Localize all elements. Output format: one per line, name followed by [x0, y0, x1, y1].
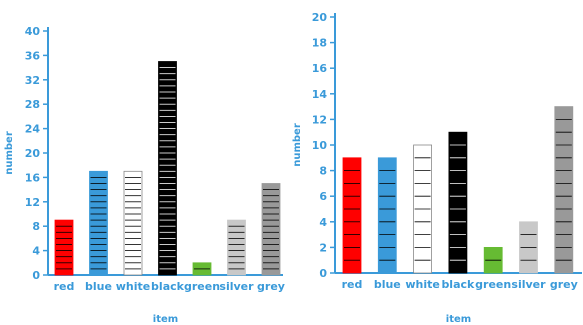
x-tick-label: blue: [374, 278, 401, 291]
x-tick-label: black: [441, 278, 475, 291]
y-tick-label: 16: [25, 171, 41, 184]
bar-black: [158, 61, 177, 276]
bar-grey: [261, 183, 281, 276]
bar-blue: [377, 157, 397, 274]
y-tick-label: 14: [312, 88, 328, 101]
bar-silver: [227, 219, 246, 276]
y-tick-label: 8: [319, 165, 327, 178]
x-tick-label: black: [151, 280, 185, 293]
y-tick-label: 18: [312, 37, 327, 50]
y-tick-label: 12: [312, 113, 327, 126]
left-bar-chart: 0 4 8 12 16 20 24 28 32 36 40 red blue white black gree…: [4, 25, 285, 325]
y-tick-label: 20: [312, 11, 328, 24]
x-tick-label: white: [116, 280, 150, 293]
x-tick-label: red: [342, 278, 363, 291]
y-tick-label: 28: [25, 98, 40, 111]
y-tick-label: 0: [32, 269, 40, 282]
bar-grey: [554, 106, 574, 274]
bar-black: [448, 131, 468, 274]
bar-white: [123, 170, 143, 276]
x-tick-label: green: [475, 278, 511, 291]
x-tick-label: green: [184, 280, 220, 293]
y-tick-label: 4: [319, 216, 327, 229]
y-tick-label: 8: [32, 220, 40, 233]
x-tick-label: grey: [257, 280, 285, 293]
x-tick-label: white: [405, 278, 439, 291]
y-tick-label: 36: [25, 49, 41, 62]
y-tick-label: 10: [312, 139, 328, 152]
x-axis-title: item: [446, 314, 471, 325]
y-tick-label: 16: [312, 62, 328, 75]
x-tick-label: red: [54, 280, 75, 293]
bar-blue: [89, 170, 108, 276]
bar-red: [54, 219, 74, 276]
y-tick-label: 20: [25, 147, 41, 160]
y-tick-label: 2: [319, 241, 327, 254]
y-tick-label: 6: [319, 190, 327, 203]
y-tick-label: 24: [25, 123, 41, 136]
x-tick-label: silver: [511, 278, 546, 291]
x-tick-label: silver: [219, 280, 254, 293]
x-tick-label: grey: [550, 278, 578, 291]
y-tick-label: 0: [319, 267, 327, 280]
y-tick-label: 12: [25, 196, 40, 209]
y-tick-label: 40: [25, 25, 41, 38]
bar-red: [342, 157, 362, 274]
x-tick-label: blue: [85, 280, 112, 293]
y-tick-label: 32: [25, 74, 40, 87]
y-axis-title: number: [292, 123, 303, 167]
x-axis-title: item: [153, 314, 178, 325]
right-bar-chart: 0 2 4 6 8 10 12 14 16 18 20 red blue white black green s…: [292, 11, 582, 325]
y-tick-label: 4: [32, 245, 40, 258]
y-axis-title: number: [4, 131, 15, 175]
